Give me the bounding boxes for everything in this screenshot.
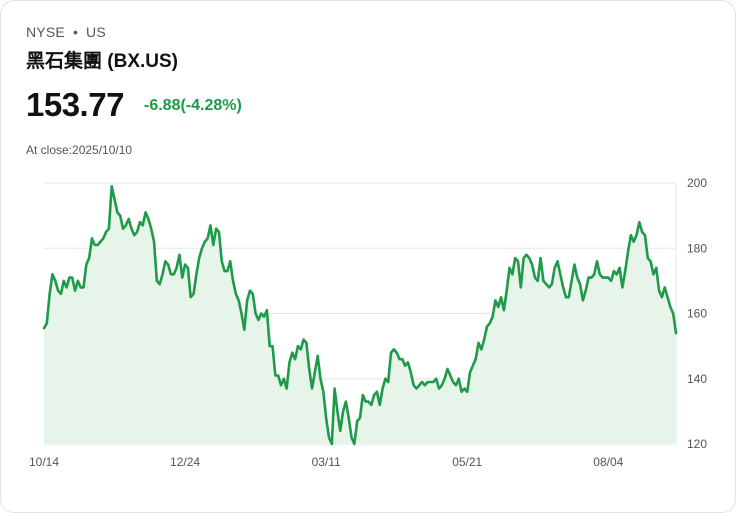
x-tick-label: 05/21	[452, 455, 482, 469]
y-tick-label: 140	[687, 372, 707, 386]
exchange-name: NYSE	[26, 24, 65, 40]
exchange-label: NYSE • US	[26, 24, 106, 40]
current-price: 153.77	[26, 86, 124, 123]
price-line[interactable]	[42, 184, 678, 446]
region-name: US	[86, 24, 106, 40]
price-chart[interactable]: 120 140 160 180 200 10/14 12/24 03/11 05/21 08/0…	[1, 161, 735, 481]
x-tick-label: 08/04	[593, 455, 623, 469]
x-tick-label: 10/14	[29, 455, 59, 469]
close-timestamp: At close:2025/10/10	[26, 143, 133, 157]
x-axis: 10/14 12/24 03/11 05/21 08/04	[29, 455, 624, 469]
y-tick-label: 120	[687, 437, 707, 451]
price-change: -6.88(-4.28%)	[144, 97, 242, 114]
separator-dot: •	[72, 24, 79, 40]
y-tick-label: 160	[687, 307, 707, 321]
x-tick-label: 03/11	[312, 455, 341, 469]
y-tick-label: 200	[687, 176, 707, 190]
x-tick-label: 12/24	[170, 455, 200, 469]
y-axis: 120 140 160 180 200	[687, 176, 707, 451]
y-tick-label: 180	[687, 241, 707, 255]
stock-title: 黑石集團 (BX.US)	[26, 51, 179, 72]
